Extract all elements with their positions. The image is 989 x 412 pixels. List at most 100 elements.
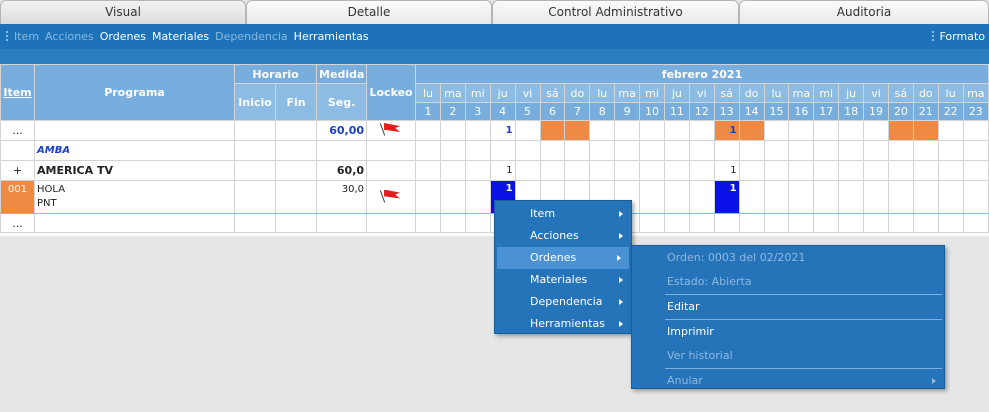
toolbar-dependencia[interactable]: Dependencia — [215, 30, 288, 43]
day-cell[interactable] — [763, 120, 790, 141]
row-ellipsis[interactable]: ... — [0, 120, 35, 141]
day-cell[interactable] — [838, 180, 865, 214]
menu-item-acciones[interactable]: Acciones — [495, 225, 631, 247]
day-cell[interactable] — [937, 180, 964, 214]
day-cell[interactable] — [912, 140, 939, 161]
day-cell[interactable] — [962, 180, 989, 214]
day-cell[interactable] — [663, 140, 690, 161]
day-cell[interactable] — [589, 140, 616, 161]
day-cell[interactable] — [738, 180, 765, 214]
day-cell[interactable] — [788, 180, 815, 214]
day-cell[interactable] — [813, 213, 840, 233]
cell-seg[interactable]: 60,0 — [316, 160, 368, 181]
cell-item-number[interactable]: 001 — [0, 180, 35, 214]
day-cell[interactable] — [514, 160, 541, 181]
toolbar-herramientas[interactable]: Herramientas — [293, 30, 369, 43]
day-cell[interactable] — [639, 160, 665, 181]
cell-seg[interactable] — [316, 213, 368, 233]
cell-seg[interactable]: 30,0 — [316, 180, 368, 214]
day-cell[interactable] — [639, 140, 665, 161]
expand-toggle[interactable]: + — [0, 160, 35, 181]
day-cell[interactable] — [887, 160, 914, 181]
toolbar-formato[interactable]: Formato — [939, 30, 986, 43]
day-cell[interactable] — [564, 140, 591, 161]
cell-seg[interactable] — [316, 140, 368, 161]
day-cell[interactable]: 1 — [489, 160, 516, 181]
tab-auditoria[interactable]: Auditoria — [739, 0, 989, 24]
cell-inicio[interactable] — [234, 120, 277, 141]
day-cell[interactable] — [912, 213, 939, 233]
day-cell[interactable] — [663, 120, 690, 141]
cell-programa[interactable]: HOLA PNT — [33, 180, 236, 214]
day-cell[interactable] — [663, 160, 690, 181]
day-cell[interactable] — [887, 213, 914, 233]
day-cell[interactable] — [464, 213, 491, 233]
day-cell[interactable] — [912, 120, 939, 141]
day-cell[interactable] — [738, 140, 765, 161]
cell-lockeo[interactable] — [366, 180, 417, 214]
cell-programa[interactable] — [33, 120, 236, 141]
day-cell[interactable] — [663, 213, 690, 233]
day-cell[interactable] — [838, 213, 865, 233]
day-cell[interactable] — [614, 120, 641, 141]
day-cell[interactable] — [813, 160, 840, 181]
day-cell[interactable] — [937, 140, 964, 161]
day-cell[interactable] — [863, 160, 889, 181]
day-cell[interactable] — [763, 160, 790, 181]
day-cell[interactable] — [738, 120, 765, 141]
day-cell[interactable] — [838, 160, 865, 181]
day-cell[interactable] — [464, 180, 491, 214]
day-cell[interactable] — [415, 120, 441, 141]
day-cell[interactable] — [639, 180, 665, 214]
cell-inicio[interactable] — [234, 140, 277, 161]
day-cell[interactable] — [962, 140, 989, 161]
submenu-editar[interactable]: Editar — [667, 300, 700, 313]
cell-lockeo[interactable] — [366, 160, 417, 181]
day-cell[interactable] — [713, 140, 740, 161]
day-cell[interactable]: 1 — [713, 120, 740, 141]
cell-lockeo[interactable] — [366, 213, 417, 233]
day-cell[interactable] — [912, 160, 939, 181]
day-cell[interactable] — [514, 140, 541, 161]
day-cell[interactable] — [639, 120, 665, 141]
day-cell[interactable] — [962, 160, 989, 181]
menu-item-item[interactable]: Item — [495, 203, 631, 225]
submenu-anular[interactable]: Anular — [632, 369, 944, 393]
day-cell[interactable] — [564, 120, 591, 141]
cell-lockeo[interactable] — [366, 140, 417, 161]
day-cell[interactable] — [539, 140, 566, 161]
day-cell[interactable] — [439, 180, 466, 214]
day-cell[interactable] — [763, 213, 790, 233]
day-cell[interactable] — [937, 213, 964, 233]
day-cell[interactable]: 1 — [713, 180, 740, 214]
toolbar-materiales[interactable]: Materiales — [151, 30, 210, 43]
day-cell[interactable] — [937, 160, 964, 181]
cell-programa[interactable]: AMERICA TV — [33, 160, 236, 181]
day-cell[interactable]: 1 — [489, 120, 516, 141]
day-cell[interactable] — [838, 140, 865, 161]
day-cell[interactable] — [863, 140, 889, 161]
day-cell[interactable] — [439, 120, 466, 141]
day-cell[interactable] — [539, 160, 566, 181]
day-cell[interactable] — [813, 120, 840, 141]
day-cell[interactable] — [788, 160, 815, 181]
cell-lockeo[interactable] — [366, 120, 417, 141]
day-cell[interactable] — [813, 140, 840, 161]
day-cell[interactable] — [688, 140, 715, 161]
day-cell[interactable] — [912, 180, 939, 214]
day-cell[interactable] — [415, 180, 441, 214]
day-cell[interactable] — [415, 213, 441, 233]
day-cell[interactable] — [763, 140, 790, 161]
day-cell[interactable]: 1 — [713, 160, 740, 181]
day-cell[interactable] — [937, 120, 964, 141]
toolbar-item[interactable]: Item — [14, 30, 40, 43]
menu-item-dependencia[interactable]: Dependencia — [495, 291, 631, 313]
day-cell[interactable] — [415, 160, 441, 181]
cell-inicio[interactable] — [234, 213, 277, 233]
day-cell[interactable] — [514, 120, 541, 141]
cell-fin[interactable] — [275, 120, 318, 141]
tab-detalle[interactable]: Detalle — [246, 0, 492, 24]
grip-icon[interactable] — [5, 30, 9, 43]
day-cell[interactable] — [763, 180, 790, 214]
day-cell[interactable] — [962, 120, 989, 141]
